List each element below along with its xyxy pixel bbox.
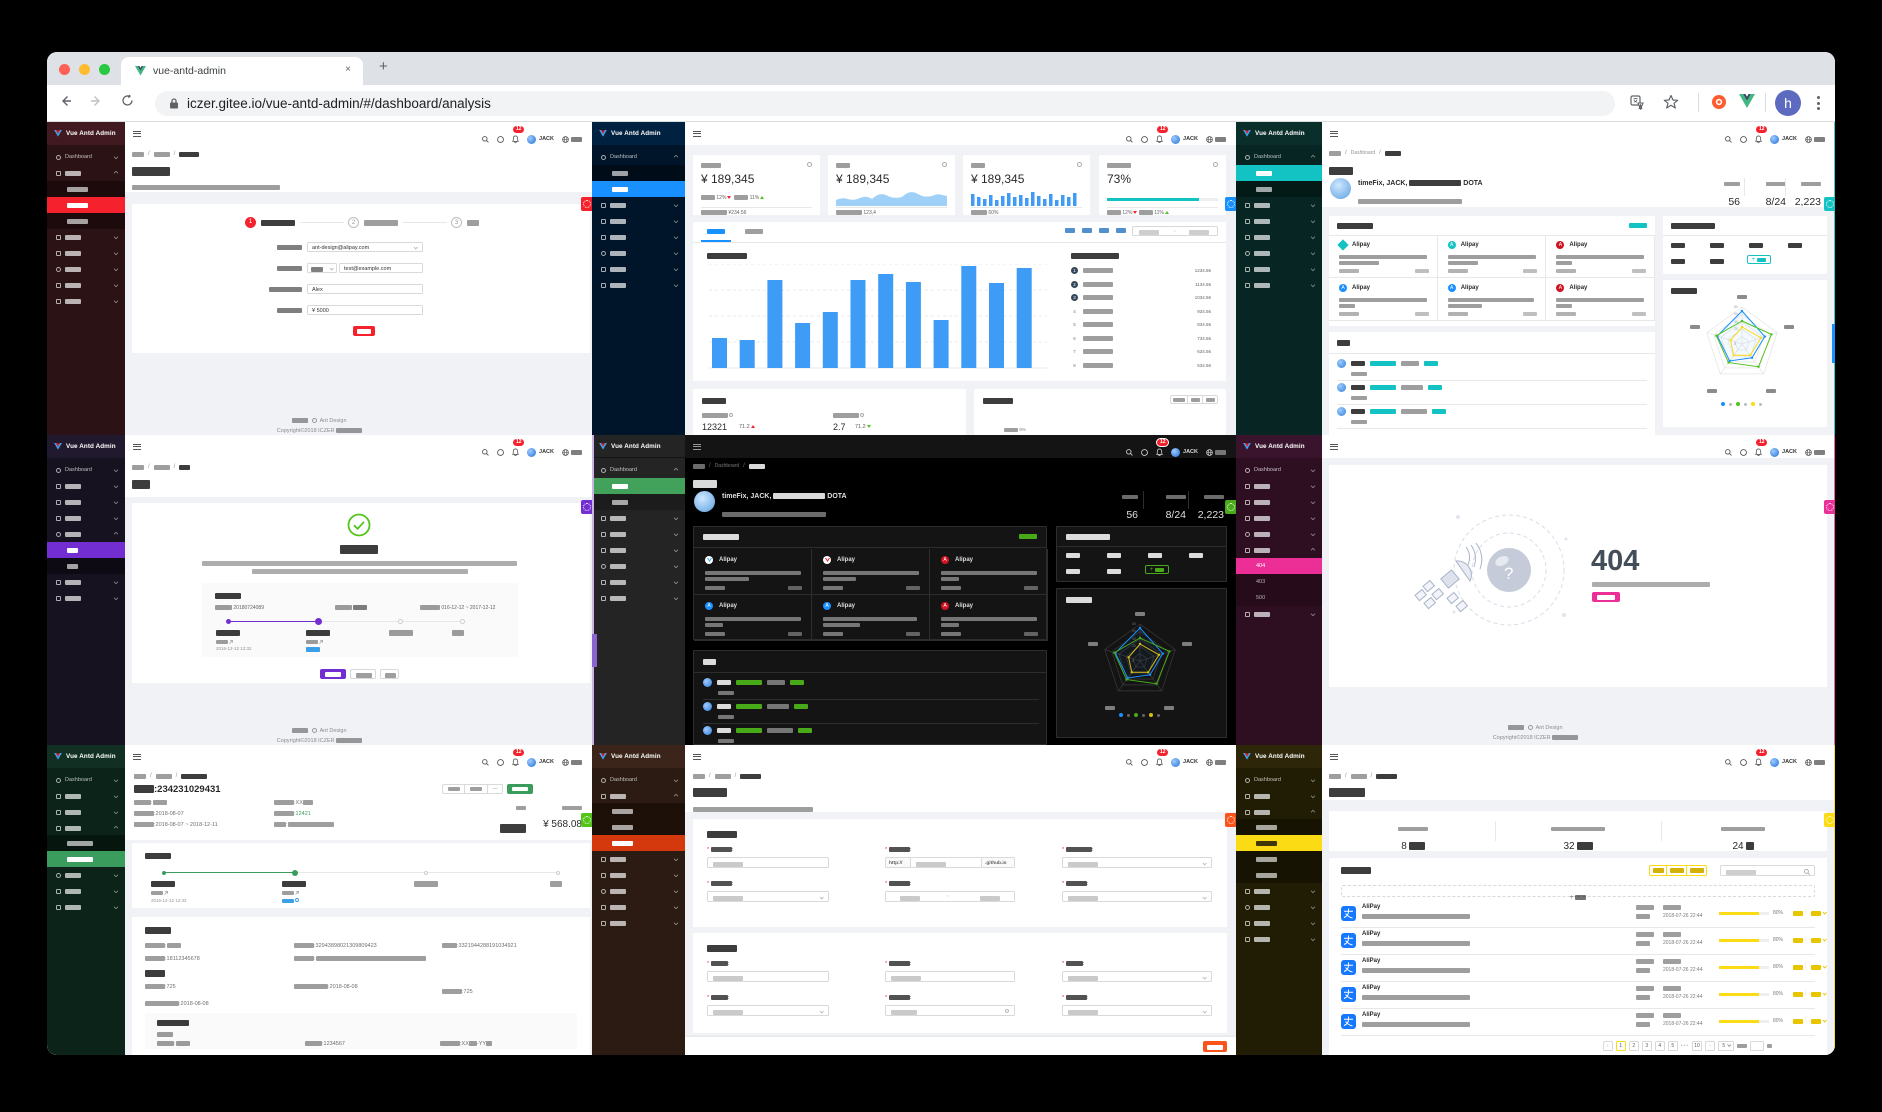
svg-text:40: 40 bbox=[1132, 637, 1136, 641]
svg-text:80: 80 bbox=[1132, 622, 1136, 626]
svg-text:80: 80 bbox=[1734, 305, 1738, 309]
svg-text:60: 60 bbox=[1734, 312, 1738, 316]
svg-text:60: 60 bbox=[1132, 629, 1136, 633]
svg-text:0: 0 bbox=[1734, 342, 1736, 346]
svg-text:20: 20 bbox=[1734, 327, 1738, 331]
svg-text:40: 40 bbox=[1734, 320, 1738, 324]
svg-text:0: 0 bbox=[1132, 659, 1134, 663]
svg-text:?: ? bbox=[1504, 564, 1513, 583]
svg-text:20: 20 bbox=[1132, 644, 1136, 648]
